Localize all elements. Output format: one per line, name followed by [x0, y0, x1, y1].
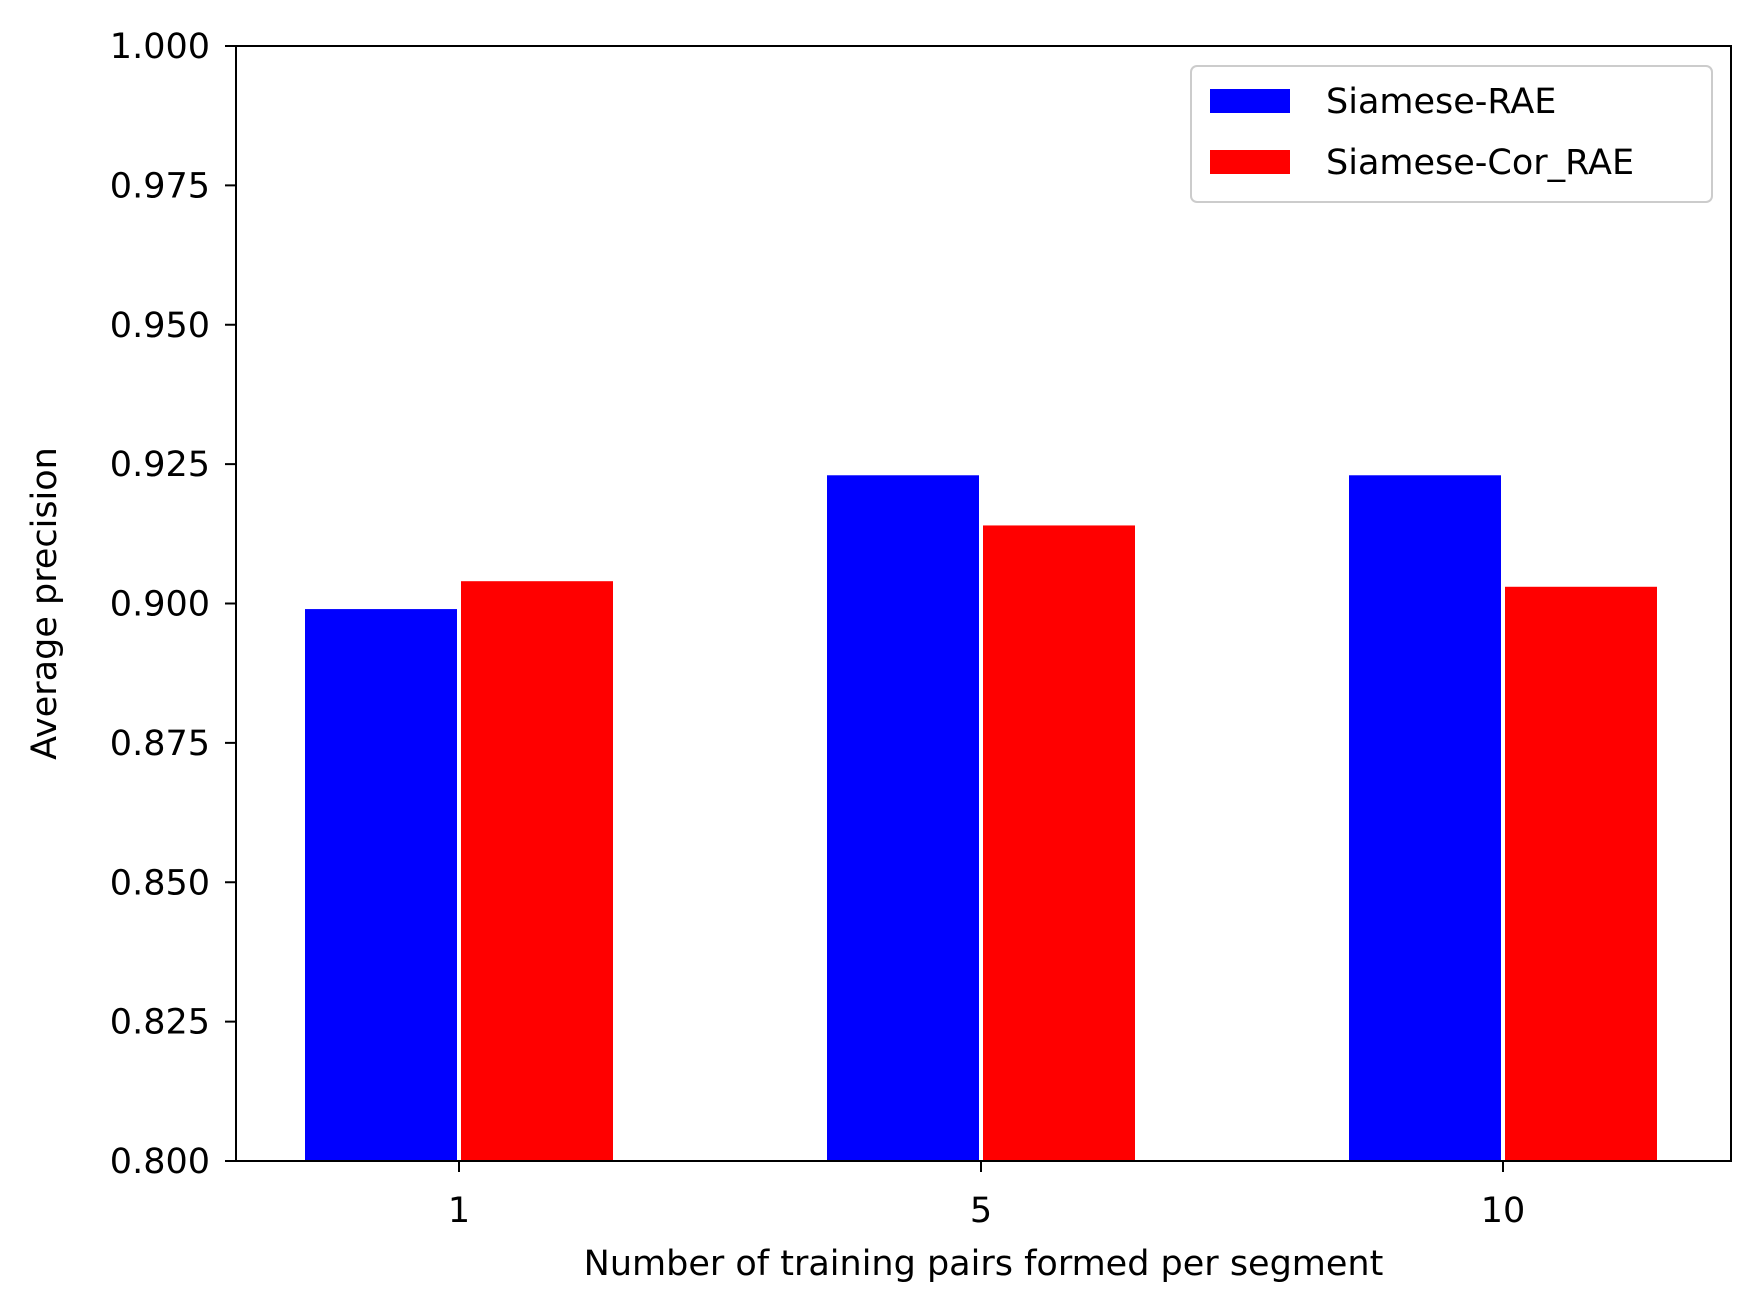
y-tick-label: 0.825 [110, 1003, 210, 1043]
x-axis-label: Number of training pairs formed per segm… [584, 1244, 1384, 1284]
y-axis-label: Average precision [25, 447, 65, 760]
legend-swatch [1210, 150, 1290, 174]
bar-siamese-cor-rae-1 [461, 581, 613, 1161]
legend-label: Siamese-RAE [1326, 82, 1556, 122]
y-tick-label: 0.925 [110, 445, 210, 485]
y-tick-label: 0.975 [110, 166, 210, 206]
bar-siamese-cor-rae-10 [1505, 586, 1657, 1161]
legend: Siamese-RAE Siamese-Cor_RAE [1190, 65, 1713, 203]
x-tick-label: 5 [970, 1191, 992, 1231]
x-axis: 1 5 10 [448, 1161, 1525, 1231]
y-tick-label: 0.950 [110, 306, 210, 346]
bar-siamese-rae-1 [305, 609, 457, 1161]
x-tick-label: 1 [448, 1191, 470, 1231]
x-tick-label: 10 [1481, 1191, 1526, 1231]
y-tick-label: 0.875 [110, 724, 210, 764]
y-tick-label: 0.900 [110, 585, 210, 625]
y-tick-label: 1.000 [110, 27, 210, 67]
bars-group [305, 475, 1657, 1161]
y-tick-label: 0.850 [110, 863, 210, 903]
bar-siamese-rae-5 [827, 475, 979, 1161]
y-tick-label: 0.800 [110, 1142, 210, 1182]
legend-label: Siamese-Cor_RAE [1326, 143, 1634, 183]
legend-box [1190, 65, 1713, 203]
bar-siamese-cor-rae-5 [983, 525, 1135, 1161]
legend-swatch [1210, 89, 1290, 113]
y-axis: 0.800 0.825 0.850 0.875 0.900 0.925 0.950 0.975… [110, 27, 236, 1182]
bar-siamese-rae-10 [1349, 475, 1501, 1161]
